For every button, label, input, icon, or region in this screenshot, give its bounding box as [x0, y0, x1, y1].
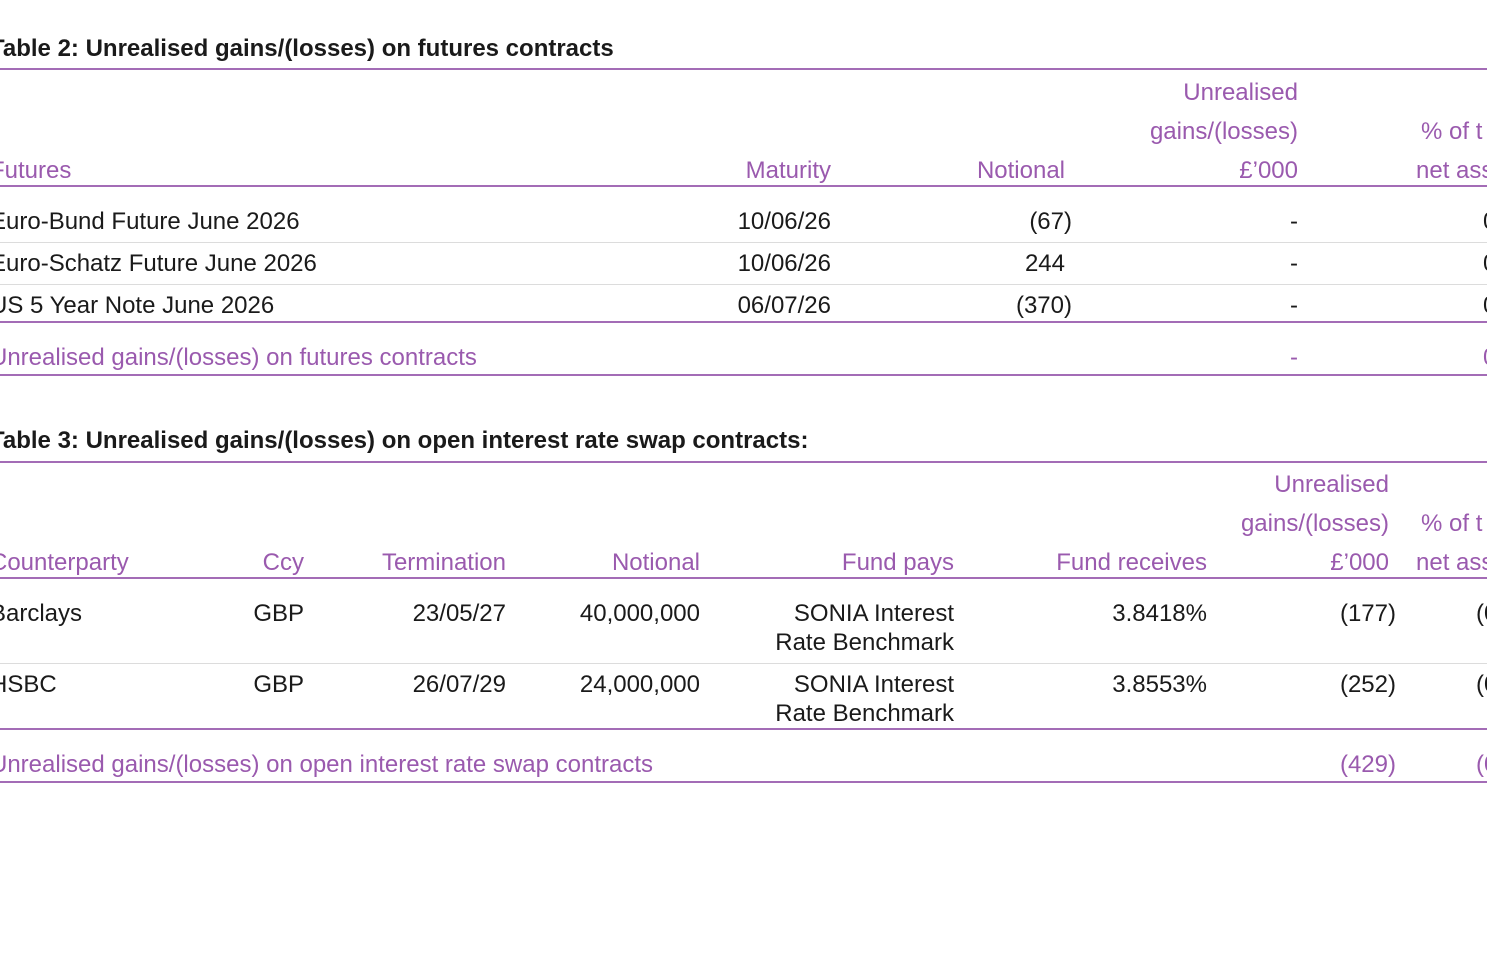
total-cell: (0 — [1476, 751, 1487, 778]
rule — [0, 68, 1487, 70]
cell: 26/07/29 — [412, 671, 506, 698]
cell: (177) — [1339, 600, 1396, 627]
row-separator — [0, 242, 1487, 243]
cell: SONIA Interest Rate Benchmark — [775, 671, 954, 727]
cell: (370) — [1015, 292, 1072, 319]
cell: 3.8418% — [1112, 600, 1207, 627]
column-header: Unrealised — [1274, 471, 1389, 498]
cell: 40,000,000 — [579, 600, 700, 627]
rule — [0, 781, 1487, 783]
cell: 3.8553% — [1112, 671, 1207, 698]
cell: US 5 Year Note June 2026 — [0, 292, 275, 319]
column-header: £’000 — [1330, 549, 1389, 576]
cell: 0 — [1483, 249, 1487, 278]
cell: (0 — [1476, 600, 1487, 627]
cell: - — [1290, 292, 1298, 319]
column-header: % of t — [1421, 510, 1483, 537]
total-cell: - — [1290, 344, 1298, 371]
cell: 23/05/27 — [412, 600, 506, 627]
cell: HSBC — [0, 671, 57, 698]
cell: (67) — [1029, 208, 1072, 235]
cell: Euro-Schatz Future June 2026 — [0, 250, 317, 277]
column-header: Termination — [381, 549, 506, 576]
cell: 10/06/26 — [737, 208, 831, 235]
column-header: Notional — [976, 157, 1065, 184]
cell: 244 — [1024, 250, 1065, 277]
total-cell: (429) — [1339, 751, 1396, 778]
column-header: Unrealised — [1183, 79, 1298, 106]
column-header: Fund pays — [841, 549, 954, 576]
cell: 0 — [1483, 291, 1487, 320]
row-separator — [0, 284, 1487, 285]
rule — [0, 577, 1487, 579]
row-separator — [0, 663, 1487, 664]
column-header: Counterparty — [0, 549, 129, 576]
column-header: net ass — [1416, 157, 1487, 184]
column-header: £’000 — [1239, 157, 1298, 184]
rule — [0, 185, 1487, 187]
cell: GBP — [253, 600, 304, 627]
cell: - — [1290, 208, 1298, 235]
cell: (252) — [1339, 671, 1396, 698]
column-header: gains/(losses) — [1240, 510, 1389, 537]
table-title: Table 3: Unrealised gains/(losses) on op… — [0, 427, 809, 454]
cell: 24,000,000 — [579, 671, 700, 698]
cell: - — [1290, 250, 1298, 277]
cell: Barclays — [0, 600, 83, 627]
cell: GBP — [253, 671, 304, 698]
cell: 10/06/26 — [737, 250, 831, 277]
rule — [0, 728, 1487, 730]
column-header: net ass — [1416, 549, 1487, 576]
column-header: gains/(losses) — [1149, 118, 1298, 145]
column-header: Futures — [0, 157, 72, 184]
total-cell: Unrealised gains/(losses) on open intere… — [0, 751, 653, 778]
total-cell: Unrealised gains/(losses) on futures con… — [0, 344, 477, 371]
column-header: % of t — [1421, 118, 1483, 145]
table-title: Table 2: Unrealised gains/(losses) on fu… — [0, 35, 614, 62]
column-header: Fund receives — [1056, 549, 1207, 576]
cell: SONIA Interest Rate Benchmark — [775, 600, 954, 656]
total-cell: 0 — [1483, 343, 1487, 372]
cell: 06/07/26 — [737, 292, 831, 319]
cell: Euro-Bund Future June 2026 — [0, 208, 300, 235]
column-header: Ccy — [262, 549, 304, 576]
cell: (0 — [1476, 671, 1487, 698]
rule — [0, 374, 1487, 376]
cell: 0 — [1483, 207, 1487, 236]
rule — [0, 461, 1487, 463]
column-header: Maturity — [745, 157, 831, 184]
column-header: Notional — [611, 549, 700, 576]
rule — [0, 321, 1487, 323]
